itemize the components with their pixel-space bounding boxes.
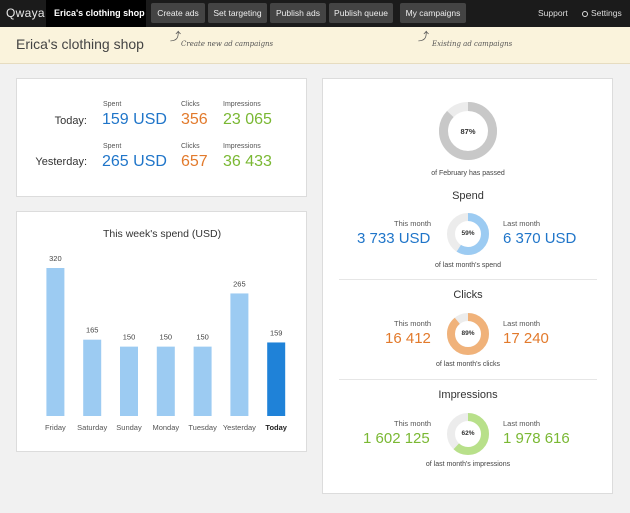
yesterday-spent: 265 USD: [102, 153, 167, 170]
bar-value-label: 150: [160, 333, 173, 342]
impressions-this-month: 1 602 125: [363, 430, 430, 447]
bar-monday: [156, 346, 175, 416]
impressions-caption: of last month's impressions: [425, 461, 511, 468]
page-title: Erica's clothing shop: [16, 36, 144, 52]
clicks-label: Clicks: [181, 143, 200, 150]
curved-arrow-icon: ⤴: [170, 31, 181, 43]
publish-queue-button[interactable]: Publish queue: [329, 3, 393, 23]
category-label: Tuesday: [188, 423, 217, 432]
spend-ring-percent: 59%: [461, 230, 475, 237]
create-ads-button[interactable]: Create ads: [151, 3, 205, 23]
clicks-section-title: Clicks: [453, 289, 483, 301]
ring-fill: [447, 313, 489, 355]
today-label: Today:: [54, 115, 87, 127]
clicks-caption: of last month's clicks: [436, 361, 500, 368]
impressions-last-month: 1 978 616: [503, 430, 570, 447]
settings-label: Settings: [591, 8, 622, 18]
february-progress-caption: of February has passed: [431, 170, 505, 177]
my-campaigns-button[interactable]: My campaigns: [400, 3, 466, 23]
bar-value-label: 265: [233, 279, 246, 288]
today-impressions: 23 065: [223, 111, 272, 128]
february-progress-percent: 87%: [460, 127, 476, 136]
week-spend-panel: This week's spend (USD) 320 Friday 165 Satu…: [16, 211, 307, 452]
settings-link[interactable]: Settings: [582, 8, 622, 18]
clicks-last-month: 17 240: [503, 330, 549, 347]
create-campaigns-hint: Create new ad campaigns: [181, 40, 274, 48]
qwaya-logo[interactable]: Qwaya: [6, 6, 45, 20]
last-month-label: Last month: [503, 419, 541, 428]
this-month-label: This month: [394, 419, 432, 428]
last-month-label: Last month: [503, 319, 541, 328]
category-label: Yesterday: [223, 423, 256, 432]
spend-caption: of last month's spend: [435, 262, 501, 269]
impressions-ring-percent: 62%: [461, 430, 475, 437]
spent-label: Spent: [103, 143, 122, 150]
category-label: Friday: [45, 423, 66, 432]
this-month-label: This month: [394, 219, 432, 228]
spent-label: Spent: [103, 101, 122, 108]
bar-value-label: 150: [196, 333, 209, 342]
clicks-ring-percent: 89%: [461, 330, 475, 337]
today-clicks: 356: [181, 111, 208, 128]
yesterday-clicks: 657: [181, 153, 208, 170]
bar-value-label: 165: [86, 326, 99, 335]
category-label: Sunday: [116, 423, 142, 432]
bar-today: [267, 342, 286, 416]
yesterday-impressions: 36 433: [223, 153, 272, 170]
set-targeting-button[interactable]: Set targeting: [208, 3, 267, 23]
impressions-ring: [447, 413, 489, 455]
impressions-label: Impressions: [223, 101, 261, 108]
ring-fill: [447, 413, 489, 455]
category-label: Monday: [152, 423, 179, 432]
ring-fill: [439, 102, 497, 160]
last-month-label: Last month: [503, 219, 541, 228]
bar-saturday: [83, 339, 102, 416]
bar-value-label: 159: [270, 328, 283, 337]
existing-campaigns-hint: Existing ad campaigns: [432, 40, 513, 48]
divider: [339, 379, 597, 380]
week-spend-chart: 320 Friday 165 Saturday 150 Sunday 150 Monday 15…: [45, 254, 288, 432]
spend-ring: [447, 213, 489, 255]
month-progress-panel: 87% of February has passed Spend This mo…: [322, 78, 613, 494]
chart-title: This week's spend (USD): [102, 228, 222, 240]
title-bar: Erica's clothing shop ⤴ Create new ad ca…: [0, 27, 630, 64]
category-label: Saturday: [77, 423, 107, 432]
this-month-label: This month: [394, 319, 432, 328]
clicks-ring: [447, 313, 489, 355]
clicks-this-month: 16 412: [385, 330, 431, 347]
bar-tuesday: [193, 346, 212, 416]
clicks-label: Clicks: [181, 101, 200, 108]
curved-arrow-icon: ⤴: [418, 31, 429, 43]
spend-section-title: Spend: [452, 190, 484, 202]
bar-sunday: [120, 346, 138, 416]
bar-yesterday: [230, 293, 249, 416]
shop-selector[interactable]: Erica's clothing shop: [46, 0, 146, 43]
publish-ads-button[interactable]: Publish ads: [270, 3, 326, 23]
support-link[interactable]: Support: [538, 8, 568, 18]
impressions-label: Impressions: [223, 143, 261, 150]
bar-value-label: 150: [123, 333, 136, 342]
ring-fill: [447, 213, 489, 255]
shop-selector-label: Erica's clothing shop: [54, 8, 145, 18]
top-nav: Qwaya Erica's clothing shop Create ads S…: [0, 0, 630, 43]
bar-value-label: 320: [49, 254, 62, 263]
category-label: Today: [265, 423, 287, 432]
spend-last-month: 6 370 USD: [503, 230, 577, 247]
today-stats-panel: Today: Spent Clicks Impressions 159 USD …: [16, 78, 307, 197]
divider: [339, 279, 597, 280]
yesterday-label: Yesterday:: [35, 156, 87, 168]
bar-friday: [46, 268, 65, 416]
today-spent: 159 USD: [102, 111, 167, 128]
impressions-section-title: Impressions: [438, 389, 498, 401]
february-progress-ring: [439, 102, 497, 160]
spend-this-month: 3 733 USD: [357, 230, 431, 247]
gear-icon: [582, 11, 588, 17]
